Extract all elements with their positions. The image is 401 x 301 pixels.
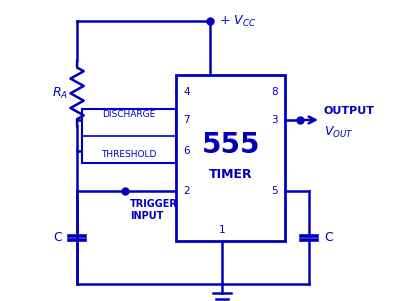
Text: 8: 8 [271, 87, 278, 97]
Text: C: C [53, 231, 62, 244]
Text: TIMER: TIMER [209, 168, 252, 181]
Text: 5: 5 [271, 186, 278, 196]
Text: 7: 7 [183, 115, 190, 125]
Text: 4: 4 [183, 87, 190, 97]
Text: 1: 1 [219, 225, 225, 235]
Bar [176, 75, 285, 241]
Text: 6: 6 [183, 146, 190, 157]
Bar [82, 108, 176, 163]
Text: $+\ V_{CC}$: $+\ V_{CC}$ [219, 14, 256, 29]
Text: TRIGGER: TRIGGER [130, 199, 178, 209]
Text: THRESHOLD: THRESHOLD [101, 150, 157, 159]
Text: C: C [324, 231, 333, 244]
Text: 3: 3 [271, 115, 278, 125]
Text: 555: 555 [201, 131, 260, 159]
Text: $R_A$: $R_A$ [53, 86, 69, 101]
Text: 2: 2 [183, 186, 190, 196]
Text: $V_{OUT}$: $V_{OUT}$ [324, 124, 354, 140]
Text: INPUT: INPUT [130, 211, 163, 221]
Text: OUTPUT: OUTPUT [324, 106, 375, 116]
Text: DISCHARGE: DISCHARGE [102, 110, 156, 119]
